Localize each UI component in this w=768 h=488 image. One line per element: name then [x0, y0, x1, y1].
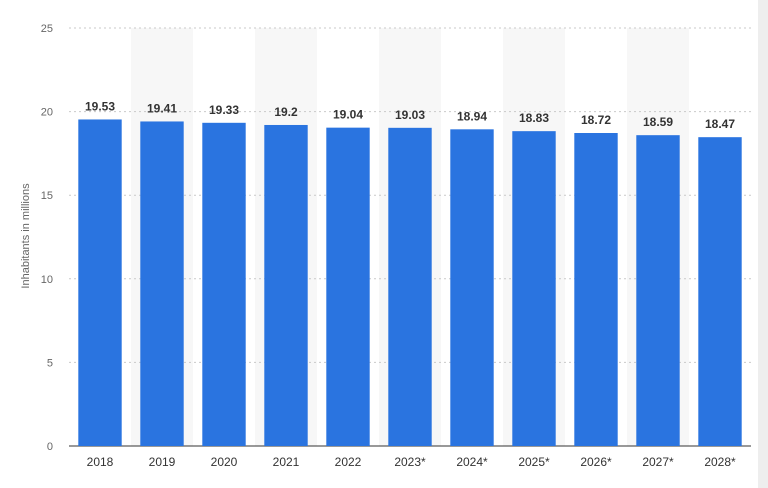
- bar: [574, 133, 618, 447]
- data-label: 18.59: [643, 115, 673, 129]
- bar: [140, 121, 184, 447]
- bar: [698, 137, 742, 447]
- bar: [450, 129, 494, 447]
- data-label: 18.47: [705, 117, 735, 131]
- x-tick-label: 2019: [149, 455, 176, 469]
- x-tick-label: 2018: [87, 455, 114, 469]
- y-axis-label: Inhabitants in millions: [20, 183, 32, 289]
- data-label: 19.03: [395, 108, 425, 122]
- y-tick-label: 10: [41, 274, 53, 286]
- x-tick-label: 2027*: [642, 455, 674, 469]
- y-tick-label: 5: [47, 357, 53, 369]
- x-tick-label: 2022: [335, 455, 362, 469]
- bar: [326, 127, 370, 447]
- bar: [636, 135, 680, 446]
- y-tick-label: 20: [41, 107, 53, 119]
- x-tick-label: 2028*: [704, 455, 736, 469]
- data-label: 18.94: [457, 109, 487, 123]
- data-label: 19.33: [209, 103, 239, 117]
- y-tick-label: 15: [41, 190, 53, 202]
- data-label: 18.72: [581, 113, 611, 127]
- y-tick-label: 25: [41, 23, 53, 35]
- bar: [388, 127, 432, 447]
- x-tick-label: 2024*: [456, 455, 488, 469]
- x-tick-label: 2026*: [580, 455, 612, 469]
- data-label: 19.53: [85, 99, 115, 113]
- data-label: 19.04: [333, 108, 363, 122]
- x-tick-label: 2021: [273, 455, 300, 469]
- bar: [202, 122, 246, 446]
- x-tick-label: 2020: [211, 455, 238, 469]
- bar: [264, 124, 308, 446]
- x-tick-label: 2025*: [518, 455, 550, 469]
- data-label: 19.41: [147, 101, 177, 115]
- data-label: 19.2: [274, 105, 298, 119]
- x-tick-label: 2023*: [394, 455, 426, 469]
- bar: [78, 119, 122, 446]
- data-label: 18.83: [519, 111, 549, 125]
- y-tick-label: 0: [47, 441, 53, 453]
- edge-strip: [758, 0, 768, 488]
- bar: [512, 131, 556, 446]
